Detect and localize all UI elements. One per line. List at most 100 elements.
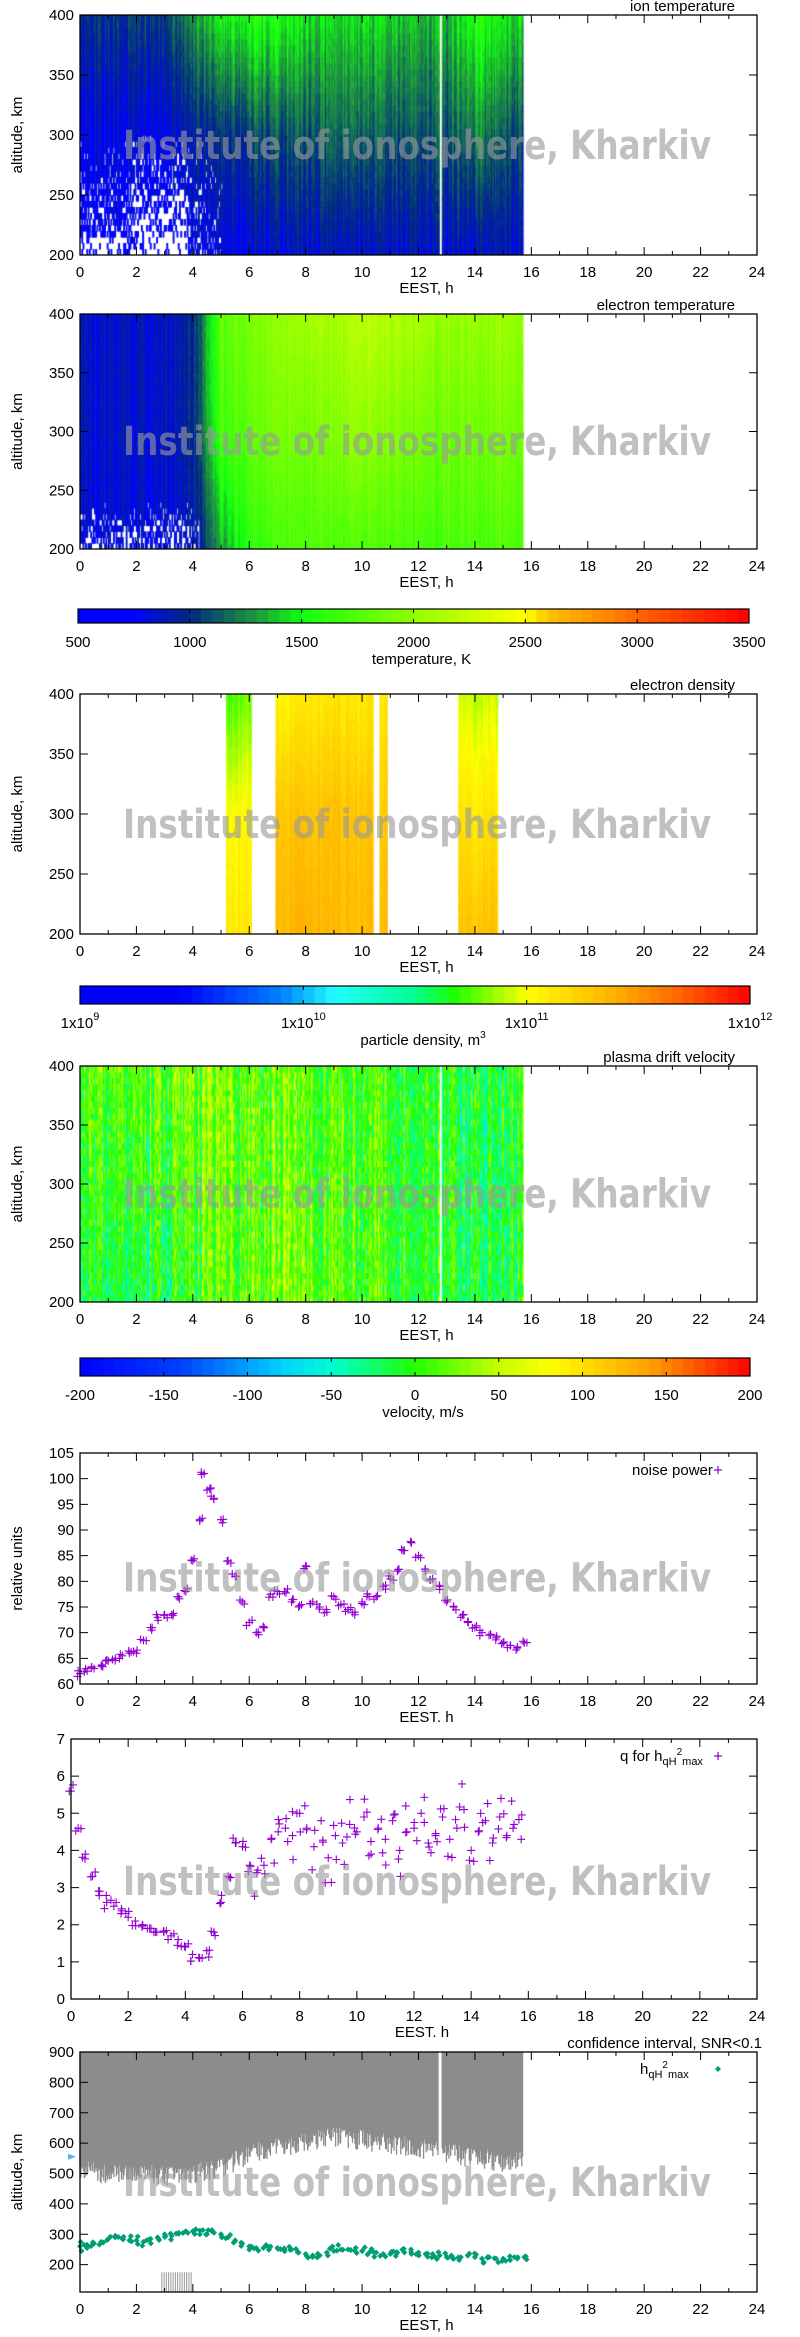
velocity-colorbar-axis: -200 -150 -100 -50 0 50 100 150 200 velocity, m/s [65,1357,763,1421]
data-point [317,1816,326,1825]
data-point [353,2250,360,2257]
y-tick-label: 200 [49,541,74,558]
y-tick-label: 105 [49,1445,74,1462]
x-tick-label: 8 [301,943,309,960]
electron-density-heatmap [80,694,757,934]
y-tick-label: 80 [57,1573,74,1590]
data-point [302,1825,311,1834]
electron-density-chart: 0 2 4 6 8 10 12 14 16 18 20 22 24200250300350400EEST… [9,677,765,976]
data-point [239,1837,248,1846]
data-point [180,1942,189,1951]
data-point [345,1795,354,1804]
data-point [142,1636,151,1645]
data-point [339,1600,348,1609]
data-point [394,1855,403,1864]
x-tick-label: 12 [410,264,427,281]
x-tick-label: 18 [579,558,596,575]
data-point [382,2253,389,2260]
data-point [364,1851,373,1860]
y-axis-label: altitude, km [9,2134,26,2211]
colorbar-tick-label: -50 [320,1387,342,1404]
data-point [186,1957,195,1966]
chart-title: ion temperature [630,0,735,15]
electron-temperature-chart: 0 2 4 6 8 10 12 14 16 18 20 22 24200250300350400EEST… [9,297,765,591]
y-tick-label: 100 [49,1471,74,1488]
y-tick-label: 400 [49,1058,74,1075]
data-point [136,1635,145,1644]
colorbar-tick-label: 1x1012 [728,1011,773,1032]
data-point [149,1928,158,1937]
colorbar-tick-label: 3000 [620,634,653,651]
data-point [420,1793,429,1802]
x-tick-label: 14 [467,558,484,575]
data-point [406,1537,415,1546]
data-point [98,1662,107,1671]
x-tick-label: 24 [749,264,766,281]
data-point [491,2255,498,2262]
confidence-interval [79,2052,524,2292]
x-tick-label: 18 [579,264,596,281]
data-point [257,1854,266,1863]
x-tick-label: 24 [749,1311,766,1328]
data-point [370,1595,379,1604]
data-point [300,1801,309,1810]
data-point [331,1595,340,1604]
data-point [167,1610,176,1619]
data-point [198,1954,207,1963]
watermark: Institute of ionosphere, Kharkiv [123,1859,711,1905]
tick-exponent: 12 [760,1011,772,1023]
data-point [341,1607,350,1616]
y-tick-label: 300 [49,2226,74,2243]
colorbar-tick-label: 1x1010 [281,1011,326,1032]
data-point [267,1835,276,1844]
data-point [267,1834,276,1843]
data-point [232,1838,241,1847]
x-tick-label: 20 [636,2301,653,2318]
x-tick-label: 16 [523,1693,540,1710]
data-point [351,1830,360,1839]
data-point [320,1608,329,1617]
x-tick-label: 10 [354,558,371,575]
data-point [202,1486,211,1495]
x-tick-label: 0 [76,558,84,575]
data-point [255,2247,262,2254]
data-point [480,2259,487,2266]
data-point [443,1852,452,1861]
data-point [97,1662,106,1671]
data-point [309,1842,318,1851]
x-tick-label: 12 [410,1693,427,1710]
y-tick-label: 400 [49,2196,74,2213]
data-point [314,2250,321,2257]
x-tick-label: 6 [245,264,253,281]
data-point [207,1927,216,1936]
data-point [514,1815,523,1824]
x-tick-label: 24 [749,2301,766,2318]
data-point [128,2238,135,2245]
data-point [268,1593,277,1602]
data-point [327,1591,336,1600]
data-point [238,2243,245,2250]
legend: noise power [632,1462,722,1479]
data-point [296,1827,305,1836]
x-tick-label: 2 [132,1311,140,1328]
data-point [223,1557,232,1566]
data-point [100,2239,107,2246]
x-tick-label: 6 [245,1693,253,1710]
x-tick-label: 4 [181,2008,189,2025]
data-point [197,1470,206,1479]
data-point [491,1635,500,1644]
x-tick-label: 18 [577,2008,594,2025]
data-point [218,1518,227,1527]
data-point [339,2246,346,2253]
data-point [215,1899,224,1908]
x-tick-label: 14 [467,1693,484,1710]
tick-base: 1x10 [505,1015,538,1032]
x-tick-label: 4 [189,1311,197,1328]
data-point [511,2254,518,2261]
data-point [125,1649,134,1658]
data-point [310,1826,319,1835]
data-series [77,2226,530,2266]
x-tick-label: 4 [189,2301,197,2318]
data-point [277,2246,284,2253]
